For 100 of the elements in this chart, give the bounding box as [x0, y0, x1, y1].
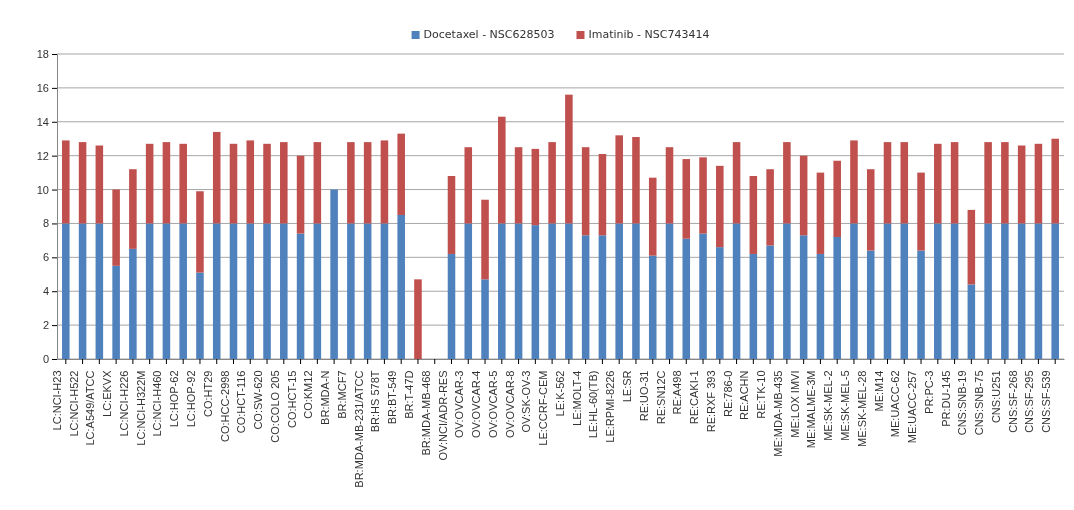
bar [280, 223, 288, 359]
bar [229, 223, 238, 359]
x-tick-label: LE:MOLT-4 [570, 370, 583, 426]
x-tick-label: BR:T-47D [403, 370, 416, 419]
x-tick-label: LC:NCI-H23 [50, 370, 63, 431]
x-tick-label: CNS:U251 [989, 370, 1002, 424]
bar [883, 142, 892, 224]
bar [749, 176, 758, 254]
x-tick-label: ME:LOX IMVI [788, 370, 801, 438]
x-tick-label: OV:OVCAR-8 [503, 370, 516, 438]
x-tick-label: LE:CCRF-CEM [537, 370, 550, 446]
bar [280, 142, 288, 224]
bar [1001, 142, 1009, 224]
x-tick-label: OV:OVCAR-3 [453, 370, 466, 438]
bar [179, 143, 187, 224]
bar [464, 147, 473, 224]
x-tick-label: RE:CAKI-1 [688, 370, 701, 425]
bar [632, 223, 640, 359]
x-tick-label: LC:A549/ATCC [84, 370, 97, 446]
x-tick-label: CNS:SF-539 [1040, 370, 1053, 433]
bar [481, 279, 489, 359]
bar [716, 165, 724, 248]
bar [917, 250, 925, 359]
x-tick-label: ME:SK-MEL-2 [822, 370, 835, 441]
bar [766, 245, 774, 359]
bar [632, 137, 640, 224]
x-tick-label: BR:MDA-N [319, 370, 332, 425]
bar [162, 223, 171, 359]
x-tick-label: CNS:SNB-75 [973, 370, 986, 436]
bar [648, 177, 657, 256]
x-tick-label: CO:HT29 [201, 370, 214, 417]
bar [498, 116, 506, 224]
y-tick-label: 18 [36, 48, 49, 61]
bar [313, 223, 322, 359]
bar [866, 169, 875, 251]
bar [363, 142, 372, 224]
bar [498, 223, 506, 359]
bar [984, 142, 992, 224]
bar [414, 279, 422, 359]
bar [967, 209, 976, 285]
bar [246, 140, 255, 224]
bar [850, 223, 858, 359]
bar [313, 142, 322, 224]
x-tick-label: LC:NCI-H322M [134, 370, 147, 446]
bar [62, 223, 70, 359]
bar [129, 248, 137, 359]
bar [565, 223, 573, 359]
x-tick-label: LE:SR [621, 370, 634, 403]
x-tick-label: ME:MDA-MB-435 [771, 370, 784, 457]
x-tick-label: OV:OVCAR-4 [470, 370, 483, 438]
x-tick-label: CNS:SF-268 [1006, 370, 1019, 433]
bar [699, 233, 707, 359]
bar [615, 223, 623, 359]
y-tick-label: 12 [36, 149, 49, 162]
bar [263, 223, 271, 359]
bar [347, 142, 355, 224]
x-tick-label: LE:RPMI-8226 [604, 370, 617, 443]
bar [732, 223, 741, 359]
x-tick-label: LC:HOP-92 [185, 370, 198, 428]
x-tick-label: CNS:SNB-19 [956, 370, 969, 436]
x-tick-label: RE:UO-31 [637, 370, 650, 422]
bar [481, 199, 489, 280]
x-tick-label: RE:ACHN [738, 370, 751, 421]
x-tick-label: BR:MDA-MB-468 [419, 370, 432, 456]
bar [212, 223, 221, 359]
x-tick-label: LC:EKVX [101, 369, 114, 417]
bar [665, 147, 674, 224]
bar [598, 235, 607, 359]
bar [967, 284, 976, 359]
bar [1034, 223, 1043, 359]
bar [732, 142, 741, 224]
x-tick-label: LC:NCI-H226 [117, 370, 130, 437]
x-tick-label: LE:HL-60(TB) [587, 370, 600, 439]
x-tick-label: OV:OVCAR-5 [486, 370, 499, 438]
bar [950, 142, 959, 224]
bar [363, 223, 372, 359]
x-tick-label: RE:TK-10 [755, 370, 768, 419]
bar [648, 255, 657, 359]
bar [1034, 143, 1043, 224]
bar [716, 247, 724, 359]
bar [145, 223, 154, 359]
bar [934, 143, 942, 224]
x-tick-label: LE:K-562 [553, 370, 566, 417]
bar [95, 223, 104, 359]
bar [531, 225, 540, 359]
y-tick-label: 0 [42, 353, 49, 366]
x-tick-label: OV:SK-OV-3 [520, 370, 533, 433]
x-tick-label: ME:SK-MEL-5 [839, 370, 852, 441]
bar [850, 140, 858, 224]
x-tick-label: CNS:SF-295 [1023, 370, 1036, 433]
bar [296, 155, 305, 234]
y-tick-label: 4 [42, 285, 49, 298]
bar [1051, 223, 1059, 359]
x-tick-label: CO:HCC-2998 [218, 370, 231, 443]
bar [347, 223, 355, 359]
bar [179, 223, 187, 359]
bar [78, 142, 87, 224]
x-tick-label: BR:HS 578T [369, 370, 382, 433]
x-tick-label: BR:MCF7 [335, 370, 348, 419]
bar [799, 155, 808, 236]
